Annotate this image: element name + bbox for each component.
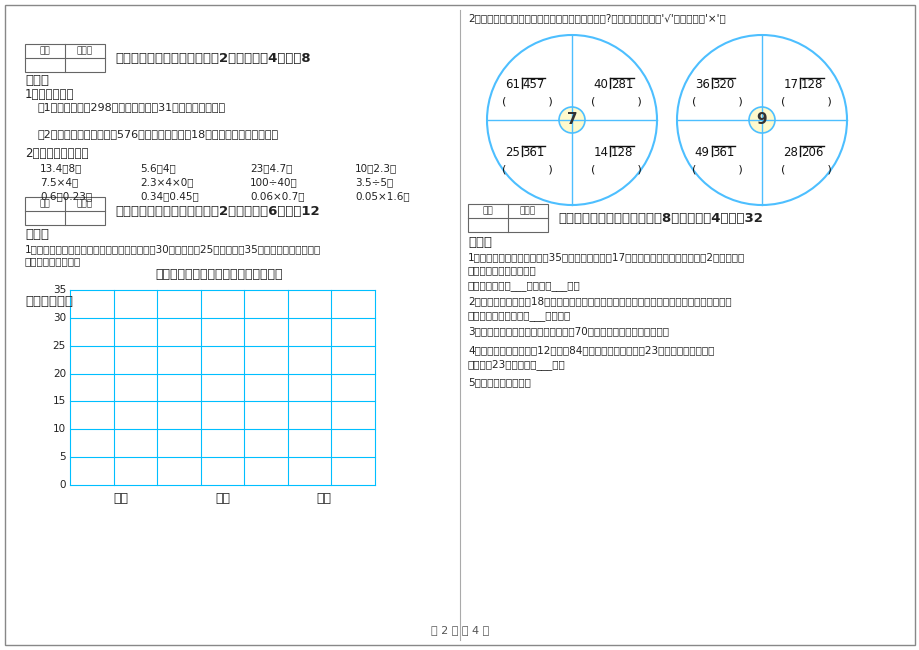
- Bar: [25, 197, 105, 225]
- Text: 0.34＋0.45＝: 0.34＋0.45＝: [140, 191, 199, 201]
- Text: 分）。: 分）。: [468, 237, 492, 250]
- Text: (            ): ( ): [780, 164, 831, 174]
- Text: 的统计图补充完整。: 的统计图补充完整。: [25, 256, 81, 266]
- Text: 某服装厂第一季度生产服装情况统计图: 某服装厂第一季度生产服装情况统计图: [154, 268, 282, 281]
- Text: 10: 10: [52, 424, 66, 434]
- Text: 49: 49: [694, 146, 709, 159]
- Text: (            ): ( ): [502, 96, 552, 107]
- Text: 六、应用知识，解决问题（共8小题，每题4分，共32: 六、应用知识，解决问题（共8小题，每题4分，共32: [558, 213, 762, 226]
- Text: 4、小东看一本故事书，12天看了84页。照这样计算，小东23天一共能看多少页？: 4、小东看一本故事书，12天看了84页。照这样计算，小东23天一共能看多少页？: [468, 345, 713, 355]
- Text: 5.6＋4＝: 5.6＋4＝: [140, 163, 176, 173]
- Text: （1）一个因数是298，另一个因数是31，积大约是多少？: （1）一个因数是298，另一个因数是31，积大约是多少？: [38, 102, 226, 112]
- Text: 128: 128: [800, 78, 823, 91]
- Text: 评卷人: 评卷人: [519, 207, 536, 216]
- Text: 五、认真思考，综合能力（共2小题，每题6分，共12: 五、认真思考，综合能力（共2小题，每题6分，共12: [115, 205, 319, 218]
- Text: 7: 7: [566, 112, 577, 127]
- Text: 1、一个车间，女工比男工多35人，男女工各调出17人后，男工人数是女工人数的2倍，原有男: 1、一个车间，女工比男工多35人，男女工各调出17人后，男工人数是女工人数的2倍…: [468, 252, 744, 262]
- Text: 童装: 童装: [215, 491, 230, 504]
- Text: (            ): ( ): [590, 164, 641, 174]
- Text: 数量（万套）: 数量（万套）: [25, 296, 73, 309]
- Text: 2、一个长方形周长是18米，它的长、宽的米数是两个质数。这个长方形面积是多少平方米？: 2、一个长方形周长是18米，它的长、宽的米数是两个质数。这个长方形面积是多少平方…: [468, 296, 731, 306]
- Text: 0.06×0.7＝: 0.06×0.7＝: [250, 191, 304, 201]
- Text: 23＋4.7＝: 23＋4.7＝: [250, 163, 292, 173]
- Text: (            ): ( ): [502, 164, 552, 174]
- Text: 361: 361: [522, 146, 544, 159]
- Bar: [468, 204, 548, 232]
- Text: 第 2 页 共 4 页: 第 2 页 共 4 页: [430, 625, 489, 635]
- Text: 3.5÷5＝: 3.5÷5＝: [355, 177, 392, 187]
- Text: (            ): ( ): [780, 96, 831, 107]
- Text: 17: 17: [782, 78, 798, 91]
- Text: 40: 40: [593, 78, 607, 91]
- Text: 20: 20: [52, 369, 66, 378]
- Text: (            ): ( ): [692, 96, 743, 107]
- Text: 14: 14: [593, 146, 607, 159]
- Text: 得分: 得分: [482, 207, 493, 216]
- Text: 457: 457: [522, 78, 544, 91]
- Text: （2）已知两个因数的积是576，其中一个因数是18，求另一个因数是多少？: （2）已知两个因数的积是576，其中一个因数是18，求另一个因数是多少？: [38, 129, 278, 139]
- Text: 得分: 得分: [40, 47, 51, 55]
- Text: 7.5×4＝: 7.5×4＝: [40, 177, 78, 187]
- Text: 5、看表，回答问题。: 5、看表，回答问题。: [468, 377, 530, 387]
- Text: 361: 361: [711, 146, 734, 159]
- Text: (            ): ( ): [692, 164, 743, 174]
- Text: 3、已知一个等腰三角形的一个顶角是70，它的每一个底角是多少度？: 3、已知一个等腰三角形的一个顶角是70，它的每一个底角是多少度？: [468, 326, 668, 336]
- Text: 281: 281: [610, 78, 632, 91]
- Text: 1、某服装厂第一季度生产服装情况如下：男装30万套，童装25万套，女装35万套，根据数据把下面: 1、某服装厂第一季度生产服装情况如下：男装30万套，童装25万套，女装35万套，…: [25, 244, 321, 254]
- Text: 25: 25: [505, 146, 519, 159]
- Text: 四、看清题目，细心计算（共2小题，每题4分，共8: 四、看清题目，细心计算（共2小题，每题4分，共8: [115, 53, 311, 66]
- Text: 100÷40＝: 100÷40＝: [250, 177, 298, 187]
- Text: 工多少人？女工多少人？: 工多少人？女工多少人？: [468, 265, 536, 275]
- Text: 320: 320: [711, 78, 734, 91]
- Text: 女装: 女装: [316, 491, 332, 504]
- Text: 25: 25: [52, 341, 66, 351]
- Text: 得分: 得分: [40, 200, 51, 209]
- Text: 答：小东23天一共能看___页。: 答：小东23天一共能看___页。: [468, 359, 565, 370]
- Text: 评卷人: 评卷人: [77, 47, 93, 55]
- Circle shape: [748, 107, 774, 133]
- Text: 1、列式计算。: 1、列式计算。: [25, 88, 74, 101]
- Text: 分）。: 分）。: [25, 75, 49, 88]
- Circle shape: [559, 107, 584, 133]
- Text: 10－2.3＝: 10－2.3＝: [355, 163, 397, 173]
- Text: 分）。: 分）。: [25, 229, 49, 242]
- Text: 2.3×4×0＝: 2.3×4×0＝: [140, 177, 193, 187]
- Text: 2、直接写出得数。: 2、直接写出得数。: [25, 148, 88, 161]
- Text: 答：这个长方形面积是___平方米。: 答：这个长方形面积是___平方米。: [468, 311, 571, 321]
- Text: 男装: 男装: [113, 491, 128, 504]
- Bar: [25, 44, 105, 72]
- Text: 9: 9: [755, 112, 766, 127]
- Text: 28: 28: [782, 146, 798, 159]
- Text: (            ): ( ): [590, 96, 641, 107]
- Text: 0: 0: [60, 480, 66, 490]
- Text: 128: 128: [610, 146, 632, 159]
- Text: 36: 36: [694, 78, 709, 91]
- Text: 35: 35: [52, 285, 66, 295]
- Text: 评卷人: 评卷人: [77, 200, 93, 209]
- Text: 15: 15: [52, 396, 66, 406]
- Text: 0.6－0.23＝: 0.6－0.23＝: [40, 191, 92, 201]
- Text: 2、下面大圆里每个算式的商是否与小圆里的相同?相同的在括号内画'√'，不同的画'×'。: 2、下面大圆里每个算式的商是否与小圆里的相同?相同的在括号内画'√'，不同的画'…: [468, 13, 725, 23]
- Text: 答：原来有男工___人，女工___人。: 答：原来有男工___人，女工___人。: [468, 281, 580, 291]
- Text: 206: 206: [800, 146, 823, 159]
- Text: 13.4－8＝: 13.4－8＝: [40, 163, 83, 173]
- Text: 61: 61: [505, 78, 519, 91]
- Text: 5: 5: [60, 452, 66, 462]
- Text: 0.05×1.6＝: 0.05×1.6＝: [355, 191, 409, 201]
- Text: 30: 30: [52, 313, 66, 323]
